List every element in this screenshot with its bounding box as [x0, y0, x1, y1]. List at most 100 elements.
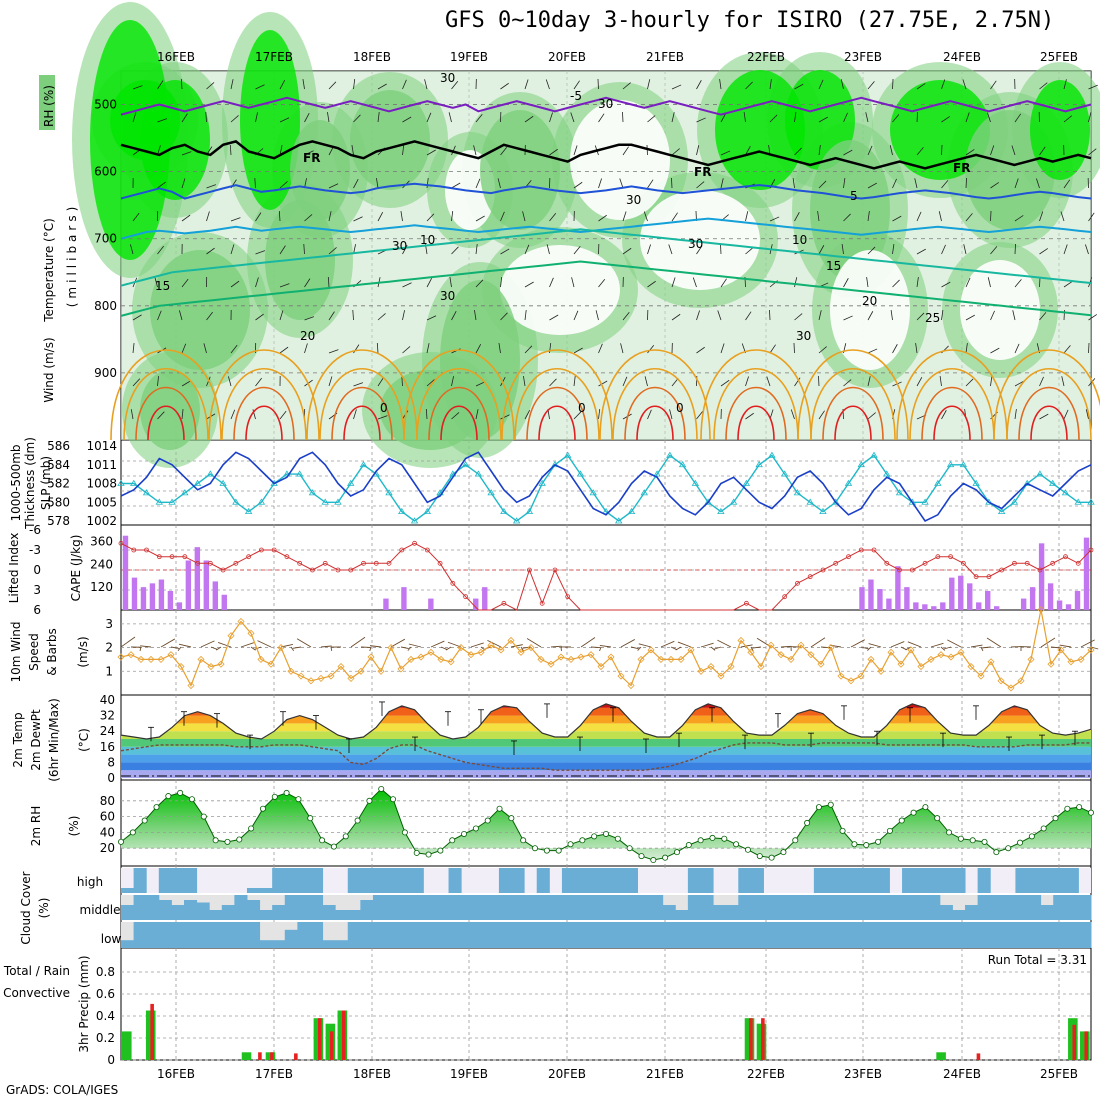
- wind-barb: [790, 409, 795, 420]
- cape-bar: [194, 547, 201, 610]
- lifted-index-point: [552, 567, 558, 573]
- cloud-cell: [675, 922, 689, 948]
- cape-bar: [985, 590, 991, 610]
- rh-contour-area: [240, 30, 300, 210]
- precip-convective-bar: [1072, 1024, 1077, 1060]
- temp-tick-label: 40: [100, 693, 115, 707]
- thickness-tick-label: 586: [47, 439, 70, 453]
- wind-barb: [1063, 281, 1073, 288]
- wind-barb: [598, 214, 607, 222]
- wind-barb: [377, 112, 380, 123]
- freezing-level-label: FR: [303, 151, 320, 165]
- wind-barb: [1085, 244, 1089, 255]
- wind-barb: [867, 646, 872, 651]
- wind-barb: [157, 411, 165, 420]
- wind-barb: [840, 79, 844, 90]
- wind-barb: [524, 244, 530, 255]
- rh-point: [378, 785, 385, 792]
- thickness-point: [461, 460, 470, 468]
- wind-speed-point: [427, 648, 435, 656]
- lifted-index-point: [1088, 547, 1094, 553]
- precip-tick-label: 0.4: [96, 1009, 115, 1023]
- rh-contour-label: 30: [796, 329, 811, 343]
- rh-point: [129, 829, 136, 836]
- warm-contour: [624, 386, 686, 441]
- wind-barb: [426, 112, 432, 123]
- cloud-cell: [776, 922, 790, 948]
- warm-contour: [147, 405, 185, 441]
- wind-barb: [377, 313, 386, 321]
- wind-barb: [303, 243, 305, 255]
- wind-speed-point: [1077, 655, 1085, 663]
- cloud-cell: [486, 895, 500, 920]
- rh-tick-label: 20: [100, 841, 115, 855]
- wind-speed-point: [117, 653, 125, 661]
- precip-axis-label: 3hr Precip (mm): [77, 955, 91, 1052]
- cloud-cell: [372, 895, 387, 920]
- wind-barb: [867, 81, 875, 90]
- warm-contour: [428, 386, 490, 441]
- warm-contour: [526, 386, 588, 441]
- lifted-index-point: [1050, 560, 1056, 566]
- wind-speed-point: [317, 674, 325, 682]
- wind-barb: [947, 639, 962, 648]
- rh-point: [354, 817, 361, 824]
- cloud-cell: [801, 922, 815, 948]
- wind-barb: [230, 115, 239, 123]
- lifted-index-point: [131, 547, 137, 553]
- wind-barb: [818, 180, 827, 189]
- rh-point: [532, 845, 539, 852]
- cloud-cell: [687, 922, 701, 948]
- wind-barb: [892, 215, 902, 222]
- wind-speed-point: [1067, 658, 1075, 666]
- wind-barb: [938, 211, 942, 222]
- wind10m-panel: 1 2 3 10m Wind Speed & Barbs (m/s): [9, 606, 1099, 692]
- wind-barb: [369, 645, 382, 648]
- rh-contour-label: 30: [598, 97, 613, 111]
- wind-speed-point: [687, 646, 695, 654]
- wind-barb: [1011, 145, 1016, 156]
- cloud-axis-label: Cloud Cover (%): [19, 871, 51, 944]
- wind-speed-point: [677, 655, 685, 663]
- thickness-tick-label: 582: [47, 477, 70, 491]
- lifted-index-point: [1063, 554, 1068, 560]
- lifted-index-point: [539, 600, 545, 606]
- wind-barb: [254, 646, 262, 650]
- cape-bar: [1029, 587, 1036, 610]
- rh-point: [248, 825, 255, 832]
- wind-barb: [353, 409, 357, 420]
- wind-barb: [500, 82, 509, 90]
- wind-barb: [327, 276, 330, 288]
- wind-barb: [696, 410, 704, 420]
- wind-barb: [353, 216, 363, 222]
- wind-barb: [573, 376, 576, 387]
- rh-point: [1005, 845, 1012, 852]
- warm-contour: [416, 368, 502, 441]
- wind-barb: [1014, 178, 1019, 189]
- wind-barb: [622, 111, 624, 123]
- wind-barb: [328, 247, 337, 255]
- wind-barb: [426, 277, 433, 288]
- wind-speed-point: [1007, 684, 1015, 692]
- wind-barb: [843, 178, 846, 189]
- wind-barb: [660, 640, 675, 648]
- cloud-cell: [322, 940, 336, 948]
- wind-barb: [210, 646, 218, 650]
- wind-barb: [595, 310, 599, 321]
- lifted-index-point: [399, 547, 405, 553]
- wind-barb: [402, 79, 407, 90]
- thickness-point: [257, 498, 266, 505]
- wind-barb: [181, 113, 188, 123]
- wind-barb: [549, 148, 558, 156]
- wind-speed-point: [667, 655, 675, 663]
- cloud-cell: [209, 910, 223, 920]
- wind-barb: [426, 149, 436, 156]
- wind-speed-point: [1087, 646, 1095, 654]
- wind-barb: [573, 181, 583, 189]
- cloud-cell: [839, 895, 853, 920]
- cloud-cell: [398, 868, 412, 893]
- rh-point: [188, 796, 195, 803]
- wind-barb: [240, 642, 254, 648]
- wind-barb: [965, 177, 967, 189]
- wind-barb: [637, 646, 642, 651]
